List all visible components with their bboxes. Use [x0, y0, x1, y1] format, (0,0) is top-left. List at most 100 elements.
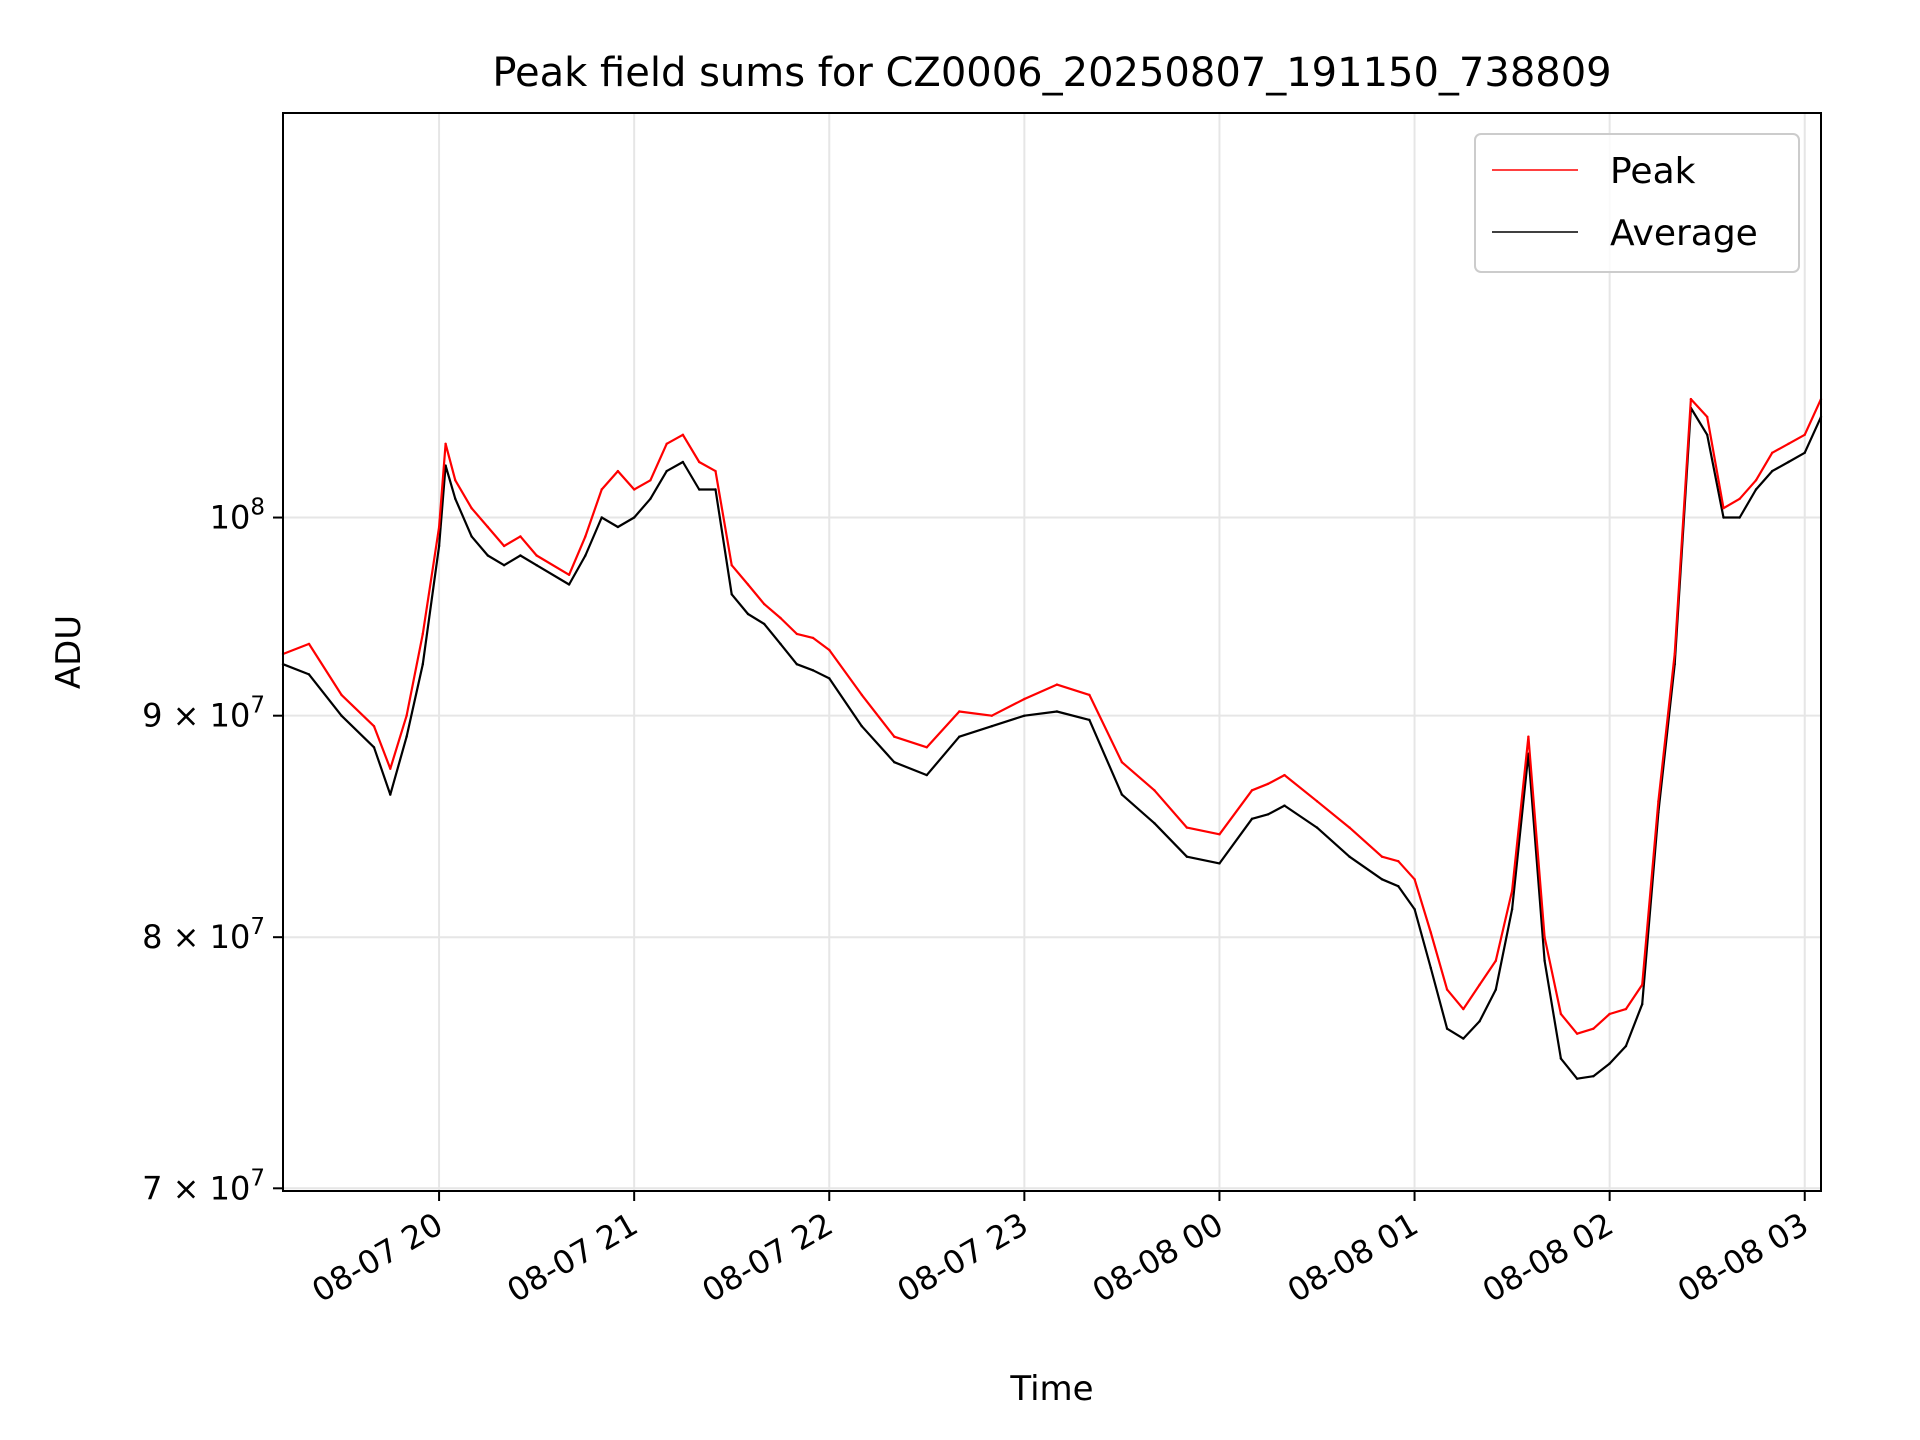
data-point-peak [1608, 1012, 1611, 1016]
data-point-average [1445, 1027, 1449, 1030]
data-point-average [1641, 1003, 1644, 1006]
data-point-average [681, 460, 685, 464]
data-point-average [405, 735, 408, 738]
data-point-average [340, 714, 343, 717]
data-point-average [1218, 862, 1221, 865]
data-point-average [649, 497, 652, 500]
data-point-peak [405, 714, 408, 717]
data-point-peak [1624, 1007, 1628, 1011]
data-point-average [437, 544, 441, 548]
data-point-peak [502, 544, 506, 548]
data-point-peak [925, 746, 928, 749]
data-point-average [990, 725, 993, 728]
data-point-peak [535, 554, 538, 557]
data-point-peak [1023, 697, 1026, 701]
data-point-peak [1510, 889, 1514, 892]
data-point-peak [1348, 826, 1351, 829]
data-point-average [1250, 817, 1254, 820]
data-point-average [1055, 710, 1059, 713]
data-point-peak [1153, 789, 1156, 792]
data-point-average [958, 735, 961, 738]
data-point-peak [1738, 497, 1741, 500]
data-point-average [1283, 804, 1286, 807]
data-point-peak [1559, 1012, 1563, 1016]
data-point-average [1153, 822, 1156, 825]
data-point-average [730, 593, 733, 596]
data-point-average [454, 497, 457, 500]
data-point-peak [340, 693, 343, 697]
data-point-peak [779, 616, 782, 620]
data-point-peak [1575, 1032, 1579, 1035]
series-average [281, 406, 1823, 1080]
data-point-average [1608, 1062, 1611, 1065]
data-point-peak [1673, 652, 1676, 656]
data-point-average [746, 612, 750, 616]
data-point-peak [454, 479, 457, 482]
data-point-average [665, 469, 668, 473]
data-point-average [1478, 1020, 1481, 1023]
data-point-average [828, 677, 831, 680]
data-point-peak [421, 632, 424, 636]
data-point-peak [600, 488, 603, 491]
data-point-average [1494, 988, 1498, 991]
data-point-peak [584, 535, 587, 538]
data-point-average [1706, 433, 1709, 436]
data-point-peak [1771, 451, 1774, 454]
y-tick-label: 108 [210, 495, 265, 537]
data-point-peak [1478, 983, 1481, 986]
data-point-average [1267, 813, 1270, 816]
data-point-peak [1380, 855, 1384, 858]
data-point-average [1543, 959, 1546, 962]
x-axis-label: Time [1009, 1369, 1093, 1409]
data-point-peak [1397, 860, 1400, 863]
data-point-average [811, 669, 815, 672]
data-point-peak [567, 573, 571, 576]
data-point-peak [1055, 683, 1059, 686]
data-point-peak [730, 564, 733, 567]
data-point-peak [828, 648, 831, 652]
data-point-average [1023, 714, 1026, 717]
data-point-peak [1218, 833, 1221, 836]
data-point-average [486, 554, 489, 557]
data-point-average [616, 525, 620, 529]
data-point-peak [1787, 442, 1790, 445]
data-point-peak [1543, 936, 1546, 939]
data-point-peak [1722, 507, 1725, 510]
data-point-peak [486, 525, 489, 529]
data-point-average [763, 622, 766, 626]
data-point-peak [1657, 800, 1660, 803]
data-point-peak [698, 460, 701, 464]
data-point-average [567, 583, 571, 586]
data-point-peak [1088, 693, 1091, 697]
data-point-peak [1185, 826, 1189, 829]
data-point-average [1803, 451, 1806, 454]
data-point-average [779, 642, 782, 646]
data-point-peak [1803, 433, 1806, 436]
data-point-average [1754, 488, 1758, 491]
data-point-peak [372, 725, 376, 728]
data-point-peak [958, 710, 961, 713]
data-point-peak [1592, 1027, 1595, 1030]
data-point-peak [763, 602, 766, 606]
data-point-peak [1494, 959, 1498, 962]
data-point-peak [860, 693, 863, 697]
data-point-average [1575, 1077, 1579, 1080]
data-point-peak [519, 535, 522, 538]
data-point-peak [389, 767, 392, 770]
data-point-peak [649, 479, 652, 482]
data-point-average [1738, 516, 1741, 519]
data-point-average [1397, 885, 1400, 888]
data-point-average [1429, 966, 1433, 970]
data-point-average [1787, 460, 1790, 464]
data-point-average [1510, 908, 1514, 911]
data-point-peak [1706, 415, 1709, 419]
chart-title: Peak field sums for CZ0006_20250807_1911… [492, 50, 1611, 96]
legend-label-peak: Peak [1610, 151, 1696, 192]
data-point-average [1120, 793, 1124, 796]
data-point-peak [1527, 735, 1530, 738]
data-point-peak [990, 714, 993, 717]
data-point-average [470, 535, 473, 538]
legend: Peak Average [1474, 133, 1800, 273]
y-tick-label: 7 × 107 [142, 1165, 265, 1207]
